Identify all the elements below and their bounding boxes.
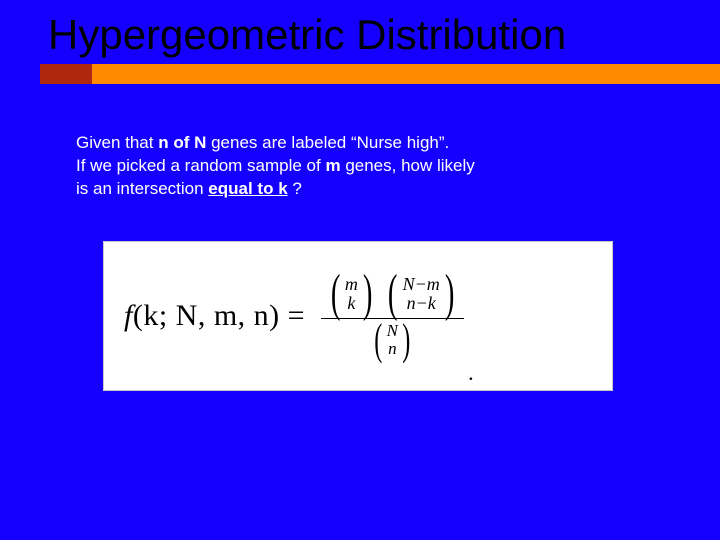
para-line1-pre: Given that <box>76 133 158 152</box>
accent-bar <box>0 64 720 84</box>
accent-bar-orange <box>92 64 720 84</box>
paren-open-icon: ( <box>330 272 340 316</box>
binom-3-top: N <box>387 322 398 340</box>
para-line2-bold: m <box>325 156 340 175</box>
para-line1-post: genes are labeled “Nurse high”. <box>206 133 449 152</box>
para-line2-post: genes, how likely <box>341 156 475 175</box>
fraction-numerator: ( m k ) ( N−m n−k <box>321 270 464 318</box>
numerator-row: ( m k ) ( N−m n−k <box>327 272 458 316</box>
title-block: Hypergeometric Distribution <box>0 0 720 58</box>
para-line1-bold: n of N <box>158 133 206 152</box>
para-line3-underline: equal to k <box>208 179 287 198</box>
binom-1-top: m <box>345 275 358 294</box>
formula-lhs: f(k; N, m, n) <box>124 299 280 333</box>
slide-title: Hypergeometric Distribution <box>48 12 720 58</box>
binom-2-top: N−m <box>403 275 440 294</box>
fraction-denominator: ( N n ) <box>365 319 420 362</box>
binom-1-stack: m k <box>344 275 359 313</box>
binom-2-stack: N−m n−k <box>402 275 441 313</box>
formula-period: . <box>468 360 474 390</box>
para-line2-pre: If we picked a random sample of <box>76 156 325 175</box>
paren-close-icon: ) <box>445 272 455 316</box>
binom-3: ( N n ) <box>371 321 414 358</box>
paren-open-icon: ( <box>374 321 382 358</box>
para-line3-post: ? <box>288 179 302 198</box>
formula-args: (k; N, m, n) <box>133 299 280 332</box>
paren-close-icon: ) <box>363 272 373 316</box>
formula-box: f(k; N, m, n) = ( m k ) <box>103 241 613 391</box>
formula-fraction: ( m k ) ( N−m n−k <box>321 270 464 362</box>
formula-rhs: ( m k ) ( N−m n−k <box>321 270 464 362</box>
accent-bar-red <box>40 64 92 84</box>
binom-2-bot: n−k <box>407 294 436 313</box>
paragraph: Given that n of N genes are labeled “Nur… <box>76 132 640 201</box>
binom-1-bot: k <box>347 294 355 313</box>
binom-3-bot: n <box>388 340 397 358</box>
binom-1: ( m k ) <box>327 272 377 316</box>
para-line3-pre: is an intersection <box>76 179 208 198</box>
paren-open-icon: ( <box>388 272 398 316</box>
body-area: Given that n of N genes are labeled “Nur… <box>0 84 640 391</box>
binom-2: ( N−m n−k ) <box>384 272 458 316</box>
formula-f: f <box>124 299 133 332</box>
binom-3-stack: N n <box>386 322 399 358</box>
paren-close-icon: ) <box>402 321 410 358</box>
formula-equals: = <box>288 299 305 333</box>
